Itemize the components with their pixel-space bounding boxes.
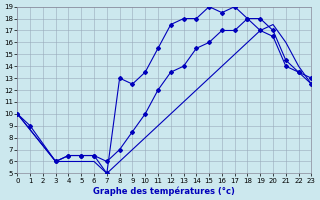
- X-axis label: Graphe des températures (°c): Graphe des températures (°c): [93, 186, 235, 196]
